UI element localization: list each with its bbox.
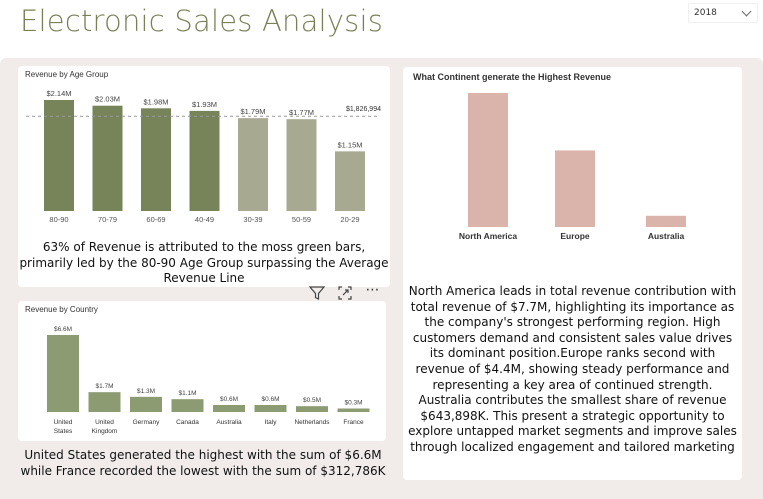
value-label-age-60-69: $1.98M	[143, 97, 168, 106]
value-label-country-france: $0.3M	[344, 400, 362, 407]
year-slicer-dropdown[interactable]: 2018	[688, 3, 758, 23]
tick-label-country-netherlands: Netherlands	[294, 419, 330, 426]
value-label-country-united-states: $6.6M	[54, 326, 72, 333]
value-label-country-italy: $0.6M	[261, 396, 279, 403]
age-group-chart-card[interactable]: Revenue by Age Group $2.14M 80-90 $2.03M 70…	[18, 66, 390, 287]
tick-label-age-50-59: 50-59	[292, 215, 311, 224]
tick-label-country-australia: Australia	[216, 419, 242, 426]
bar-age-30-39[interactable]	[238, 118, 268, 211]
bar-age-40-49[interactable]	[189, 110, 220, 211]
bar-age-70-79[interactable]	[92, 105, 123, 211]
tick-label-country-united-kingdom-line1: United	[95, 419, 114, 426]
focus-mode-icon[interactable]	[336, 284, 354, 302]
value-label-country-germany: $1.3M	[137, 388, 155, 395]
bar-country-australia[interactable]	[213, 405, 245, 412]
tick-label-country-france: France	[343, 419, 364, 426]
tick-label-age-20-29: 20-29	[340, 215, 359, 224]
bar-country-italy[interactable]	[254, 405, 287, 412]
continent-insight-text: North America leads in total revenue con…	[408, 284, 737, 454]
tick-label-country-canada: Canada	[176, 419, 199, 426]
bar-continent-australia[interactable]	[646, 215, 686, 227]
average-revenue-label: $1,826,994	[346, 106, 381, 113]
value-label-country-netherlands: $0.5M	[303, 397, 321, 404]
tick-label-age-60-69: 60-69	[146, 215, 165, 224]
country-chart-title: Revenue by Country	[25, 305, 98, 314]
tick-label-country-united-states-line2: States	[54, 428, 73, 435]
value-label-age-20-29: $1.15M	[337, 140, 362, 149]
bar-country-netherlands[interactable]	[296, 406, 328, 412]
continent-chart-card[interactable]: What Continent generate the Highest Reve…	[403, 67, 742, 480]
bar-age-50-59[interactable]	[286, 119, 317, 211]
bar-age-60-69[interactable]	[141, 108, 171, 211]
value-label-age-40-49: $1.93M	[192, 100, 217, 109]
bar-continent-north-america[interactable]	[468, 93, 508, 227]
value-label-country-canada: $1.1M	[178, 390, 196, 397]
value-label-age-30-39: $1.79M	[240, 107, 265, 116]
tick-label-age-70-79: 70-79	[98, 215, 117, 224]
bar-country-united-kingdom[interactable]	[88, 392, 121, 412]
report-header: Electronic Sales Analysis 2018	[0, 0, 763, 58]
tick-label-continent-north-america: North America	[459, 231, 518, 241]
bar-continent-europe[interactable]	[555, 150, 595, 227]
country-insight-text: United States generated the highest with…	[20, 448, 386, 478]
age-chart-title: Revenue by Age Group	[25, 70, 109, 79]
value-label-age-80-90: $2.14M	[46, 89, 71, 98]
continent-bar-chart[interactable]: North America Europe Australia	[403, 79, 742, 244]
more-options-icon[interactable]: ⋯	[365, 282, 381, 298]
bar-country-france[interactable]	[337, 408, 370, 413]
value-label-country-australia: $0.6M	[220, 396, 238, 403]
country-chart-card[interactable]: Revenue by Country $6.6M United States $1.7…	[18, 301, 386, 441]
filter-icon[interactable]	[308, 284, 326, 302]
value-label-country-united-kingdom: $1.7M	[95, 383, 113, 390]
page-title: Electronic Sales Analysis	[20, 4, 384, 38]
age-insight-text: 63% of Revenue is attributed to the moss…	[19, 240, 389, 286]
tick-label-country-united-kingdom-line2: Kingdom	[92, 428, 118, 435]
tick-label-age-30-39: 30-39	[243, 215, 262, 224]
bar-age-80-90[interactable]	[44, 100, 74, 211]
chevron-down-icon[interactable]	[741, 6, 752, 17]
bar-country-canada[interactable]	[171, 399, 204, 412]
value-label-age-50-59: $1.77M	[289, 108, 314, 117]
year-slicer-value: 2018	[694, 8, 717, 18]
tick-label-continent-europe: Europe	[560, 231, 590, 241]
bar-country-united-states[interactable]	[47, 335, 79, 412]
bar-age-20-29[interactable]	[335, 151, 365, 211]
tick-label-country-italy: Italy	[265, 419, 278, 426]
bar-country-germany[interactable]	[130, 396, 162, 412]
country-bar-chart[interactable]: $6.6M United States $1.7M United Kingdom $1.3M…	[18, 315, 386, 441]
tick-label-age-40-49: 40-49	[195, 215, 214, 224]
tick-label-continent-australia: Australia	[648, 231, 685, 241]
tick-label-country-germany: Germany	[133, 419, 160, 426]
tick-label-age-80-90: 80-90	[49, 215, 68, 224]
value-label-age-70-79: $2.03M	[95, 95, 120, 104]
age-group-bar-chart[interactable]: $2.14M 80-90 $2.03M 70-79 $1.98M 60-69 $1.93M 4…	[18, 80, 390, 250]
continent-chart-title: What Continent generate the Highest Reve…	[413, 72, 612, 82]
visual-header-toolbar: ⋯	[308, 282, 386, 302]
tick-label-country-united-states-line1: United	[54, 419, 73, 426]
